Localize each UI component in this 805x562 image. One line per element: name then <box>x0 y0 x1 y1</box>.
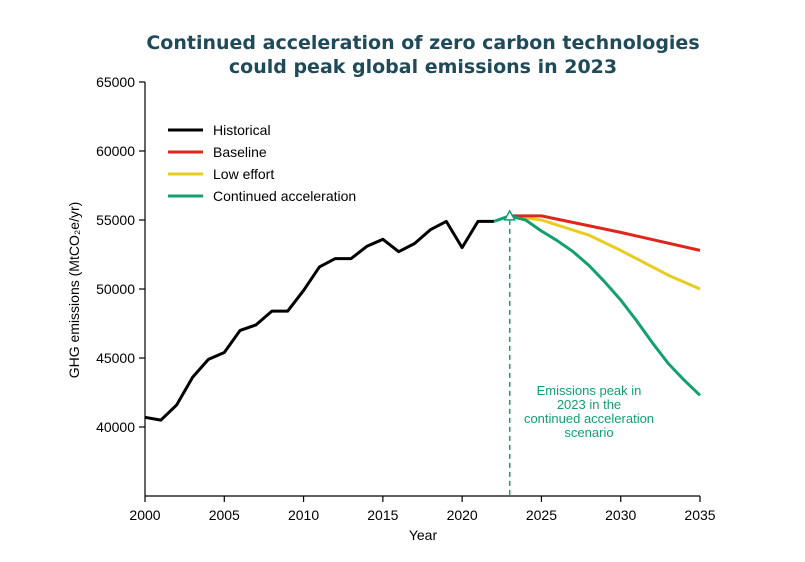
series-line-historical <box>144 219 494 422</box>
annotation-line: continued acceleration <box>524 411 654 426</box>
y-tick-label: 40000 <box>96 419 135 435</box>
x-tick-label: 2030 <box>605 507 636 523</box>
annotation-line: scenario <box>564 425 613 440</box>
annotation-line: Emissions peak in <box>537 383 642 398</box>
x-tick-label: 2020 <box>447 507 478 523</box>
y-tick-label: 65000 <box>96 74 135 90</box>
chart-title-line-2: could peak global emissions in 2023 <box>229 56 617 78</box>
y-axis-label: GHG emissions (MtCO₂e/yr) <box>66 202 82 379</box>
peak-marker <box>503 209 516 221</box>
legend: Historical Baseline Low effort Continued ac… <box>168 122 356 204</box>
chart-title-line-1: Continued acceleration of zero carbon te… <box>146 32 699 54</box>
x-axis-label: Year <box>409 527 438 543</box>
y-tick-label: 60000 <box>96 143 135 159</box>
axes: 40000 45000 50000 55000 60000 65000 2000 2005 20… <box>96 74 716 523</box>
legend-label-low-effort: Low effort <box>213 166 274 182</box>
x-tick-label: 2035 <box>684 507 715 523</box>
x-tick-label: 2025 <box>526 507 557 523</box>
series-layer <box>144 214 702 422</box>
series-line-low-effort <box>509 214 701 291</box>
x-tick-label: 2010 <box>288 507 319 523</box>
y-tick-label: 45000 <box>96 350 135 366</box>
legend-label-historical: Historical <box>213 122 271 138</box>
series-line-baseline <box>509 214 701 252</box>
legend-label-continued-acceleration: Continued acceleration <box>213 188 356 204</box>
annotation-line: 2023 in the <box>557 397 621 412</box>
series-line-continued-acceleration <box>493 214 702 397</box>
x-tick-label: 2015 <box>367 507 398 523</box>
y-tick-label: 50000 <box>96 281 135 297</box>
legend-label-baseline: Baseline <box>213 144 267 160</box>
y-tick-label: 55000 <box>96 212 135 228</box>
x-tick-label: 2000 <box>129 507 160 523</box>
x-tick-label: 2005 <box>209 507 240 523</box>
